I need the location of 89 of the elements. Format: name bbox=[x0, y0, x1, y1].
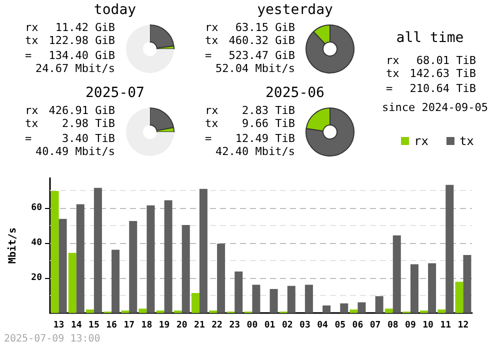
x-tick-label: 08 bbox=[387, 320, 398, 330]
y-tick-label: 20 bbox=[31, 272, 42, 283]
text: tx 2.98 TiB bbox=[25, 117, 115, 130]
text: 52.04 Mbit/s bbox=[216, 62, 295, 75]
bar bbox=[182, 224, 190, 313]
y-tick-label: 60 bbox=[31, 202, 42, 213]
bar bbox=[252, 284, 260, 313]
x-tick-label: 17 bbox=[124, 320, 135, 330]
bar bbox=[304, 284, 313, 313]
x-tick-label: 21 bbox=[194, 320, 205, 330]
bar bbox=[68, 252, 76, 313]
x-tick-label: 09 bbox=[405, 320, 416, 330]
bar bbox=[446, 184, 454, 313]
x-tick-label: 07 bbox=[370, 320, 381, 330]
bar bbox=[350, 309, 358, 313]
x-tick-label: 11 bbox=[440, 320, 452, 330]
text: 40.49 Mbit/s bbox=[36, 145, 115, 158]
bar bbox=[234, 271, 243, 313]
x-tick-label: 06 bbox=[352, 320, 364, 330]
x-tick-label: 04 bbox=[317, 320, 329, 330]
text: = 3.40 TiB bbox=[25, 132, 115, 145]
bar bbox=[76, 204, 84, 313]
bar bbox=[129, 220, 138, 313]
text: tx 460.32 GiB bbox=[205, 34, 295, 47]
text: rx 11.42 GiB bbox=[25, 21, 115, 34]
text: 2025-07-09 13:00 bbox=[4, 334, 100, 344]
chart-title: 2025-07 bbox=[84, 85, 146, 101]
chart-title: 2025-06 bbox=[264, 85, 326, 101]
bar bbox=[94, 188, 102, 313]
bar bbox=[270, 288, 278, 313]
bar bbox=[358, 302, 366, 313]
text: 24.67 Mbit/s bbox=[36, 62, 115, 75]
text: tx 122.98 GiB bbox=[25, 34, 115, 47]
bar bbox=[340, 303, 348, 313]
bar bbox=[463, 254, 472, 313]
x-tick-label: 18 bbox=[141, 320, 152, 330]
x-tick-label: 02 bbox=[282, 320, 293, 330]
bar bbox=[438, 309, 446, 313]
legend-label: tx bbox=[459, 134, 474, 148]
bar bbox=[86, 309, 94, 313]
y-tick-label: 40 bbox=[31, 238, 42, 248]
bar bbox=[322, 305, 331, 313]
bar bbox=[58, 218, 67, 313]
bar bbox=[428, 263, 436, 313]
chart-title: yesterday bbox=[256, 2, 334, 18]
legend-label: rx bbox=[414, 134, 428, 148]
text: = 210.64 TiB bbox=[386, 82, 476, 95]
x-tick-label: 13 bbox=[53, 320, 64, 330]
x-tick-label: 15 bbox=[88, 320, 100, 330]
bar bbox=[410, 264, 418, 313]
bar bbox=[455, 282, 464, 313]
text: rx 68.01 TiB bbox=[386, 54, 476, 67]
bar bbox=[199, 188, 208, 313]
text: rx 426.91 GiB bbox=[25, 104, 115, 117]
bar bbox=[112, 250, 120, 313]
bar bbox=[375, 296, 384, 313]
bar bbox=[384, 308, 393, 313]
x-tick-label: 00 bbox=[246, 320, 258, 330]
bar bbox=[164, 200, 172, 313]
bar bbox=[191, 293, 200, 313]
bar bbox=[146, 205, 155, 313]
x-tick-label: 01 bbox=[264, 320, 276, 330]
bar bbox=[287, 286, 296, 313]
x-tick-label: 05 bbox=[334, 320, 346, 330]
x-tick-label: 14 bbox=[70, 320, 82, 330]
text: tx 142.63 TiB bbox=[386, 67, 476, 80]
text: since 2024-09-05 bbox=[382, 101, 488, 114]
y-axis-title: Mbit/s bbox=[6, 227, 18, 264]
text: tx 9.66 TiB bbox=[205, 117, 295, 130]
text: rx 2.83 TiB bbox=[205, 104, 295, 117]
text: = 134.40 GiB bbox=[25, 49, 115, 62]
x-tick-label: 20 bbox=[176, 320, 188, 330]
x-tick-label: 03 bbox=[300, 320, 310, 330]
bar bbox=[138, 308, 147, 313]
x-tick-label: 12 bbox=[458, 320, 469, 330]
text: = 12.49 TiB bbox=[205, 132, 295, 145]
x-tick-label: 10 bbox=[422, 320, 434, 330]
bar bbox=[50, 190, 59, 313]
bar bbox=[217, 244, 226, 313]
text: all time bbox=[395, 30, 465, 46]
x-tick-label: 16 bbox=[106, 320, 117, 330]
bar bbox=[392, 235, 401, 313]
chart-title: today bbox=[92, 2, 138, 18]
text: 42.40 Mbit/s bbox=[216, 145, 295, 158]
text: rx 63.15 GiB bbox=[205, 21, 295, 34]
text: = 523.47 GiB bbox=[205, 49, 295, 62]
x-tick-label: 22 bbox=[212, 320, 222, 330]
x-tick-label: 19 bbox=[158, 320, 170, 330]
x-tick-label: 23 bbox=[229, 320, 240, 330]
